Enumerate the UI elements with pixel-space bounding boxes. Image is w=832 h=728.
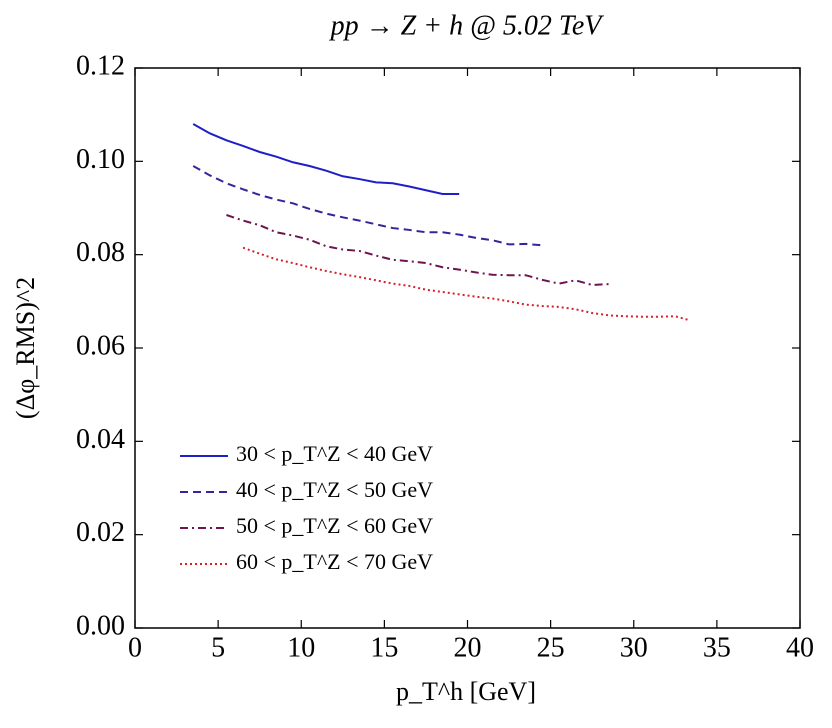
series-line — [192, 123, 460, 195]
y-tick-label: 0.10 — [76, 144, 125, 175]
y-tick-label: 0.00 — [76, 610, 125, 641]
y-tick-label: 0.02 — [76, 517, 125, 548]
x-tick-label: 30 — [620, 632, 648, 663]
series-line — [226, 214, 609, 287]
y-tick-label: 0.08 — [76, 237, 125, 268]
legend-label: 30 < p_T^Z < 40 GeV — [236, 441, 433, 466]
y-axis-label: (Δφ_RMS)^2 — [11, 277, 40, 419]
y-tick-label: 0.12 — [76, 50, 125, 81]
y-tick-label: 0.04 — [76, 424, 125, 455]
legend-label: 60 < p_T^Z < 70 GeV — [236, 549, 433, 574]
x-tick-label: 40 — [786, 632, 814, 663]
x-tick-label: 10 — [287, 632, 315, 663]
x-tick-label: 15 — [370, 632, 398, 663]
x-tick-label: 0 — [128, 632, 142, 663]
y-tick-label: 0.06 — [76, 330, 125, 361]
chart-title: pp → Z + h @ 5.02 TeV — [329, 10, 605, 41]
series-line — [192, 165, 543, 247]
x-tick-label: 25 — [537, 632, 565, 663]
legend-label: 50 < p_T^Z < 60 GeV — [236, 513, 433, 538]
plot-frame — [134, 67, 801, 629]
x-tick-label: 35 — [703, 632, 731, 663]
x-tick-label: 5 — [211, 632, 225, 663]
x-tick-label: 20 — [454, 632, 482, 663]
series-line — [242, 246, 689, 321]
x-axis-label: p_T^h [GeV] — [396, 677, 536, 706]
legend-label: 40 < p_T^Z < 50 GeV — [236, 477, 433, 502]
